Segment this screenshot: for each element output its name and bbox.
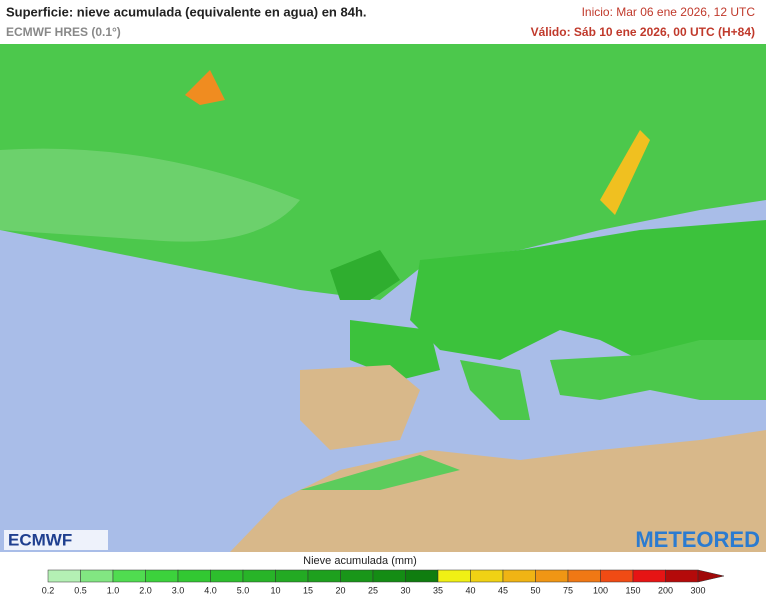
legend-tick-label: 30 [400,585,410,595]
legend-tick-label: 100 [593,585,608,595]
legend-swatch [145,569,179,583]
legend-swatch [405,569,439,583]
legend-swatch [470,569,504,583]
legend-swatch [665,569,699,583]
legend-tick-label: 4.0 [204,585,217,595]
legend-swatch [502,569,536,583]
title: Superficie: nieve acumulada (equivalente… [6,4,367,19]
legend-tick-label: 2.0 [139,585,152,595]
legend-arrow [697,569,725,583]
italy [460,360,530,420]
legend-swatch [567,569,601,583]
legend-tick-label: 10 [270,585,280,595]
atlas [300,455,460,490]
legend-swatch [632,569,666,583]
legend-tick-label: 150 [625,585,640,595]
legend-tick-label: 45 [498,585,508,595]
legend-tick-label: 25 [368,585,378,595]
valid-time: Válido: Sáb 10 ene 2026, 00 UTC (H+84) [531,25,755,39]
iberia [300,365,420,450]
legend-tick-label: 20 [335,585,345,595]
legend-tick-label: 200 [658,585,673,595]
snow-atlantic [0,148,300,242]
logo-meteored: METEORED [635,527,760,552]
britain [330,250,400,300]
legend-swatch [112,569,146,583]
legend-swatch [47,569,81,583]
legend-label: Nieve acumulada (mm) [303,555,417,567]
init-time: Inicio: Mar 06 ene 2026, 12 UTC [582,5,756,19]
legend-tick-label: 40 [465,585,475,595]
legend-tick-label: 50 [530,585,540,595]
snow-max-russia [600,130,650,215]
balkans-turkey [550,340,766,400]
legend-swatch [535,569,569,583]
legend-swatch [600,569,634,583]
legend-swatch [242,569,276,583]
legend-swatch [177,569,211,583]
legend-swatch [372,569,406,583]
legend-swatch [80,569,114,583]
legend-swatch [275,569,309,583]
legend: 0.2 0.5 1.0 2.0 3.0 4.0 5.0 10 15 20 25 30 35 40 45 50 7… [42,569,725,595]
europe [410,220,766,380]
legend-tick-label: 0.5 [74,585,87,595]
legend-swatch [210,569,244,583]
logo-bg [4,530,108,550]
logo-ecmwf: ECMWF [8,530,72,549]
legend-tick-label: 1.0 [107,585,120,595]
legend-swatch [437,569,471,583]
legend-tick-label: 75 [563,585,573,595]
legend-tick-label: 35 [433,585,443,595]
africa [230,430,766,552]
legend-tick-label: 3.0 [172,585,185,595]
snow-max-greenland [185,70,225,105]
legend-swatch [307,569,341,583]
legend-tick-label: 15 [303,585,313,595]
model: ECMWF HRES (0.1°) [6,25,121,39]
legend-swatch [340,569,374,583]
legend-tick-label: 0.2 [42,585,55,595]
legend-tick-label: 300 [690,585,705,595]
france [350,320,440,380]
map [0,44,766,552]
legend-tick-label: 5.0 [237,585,250,595]
